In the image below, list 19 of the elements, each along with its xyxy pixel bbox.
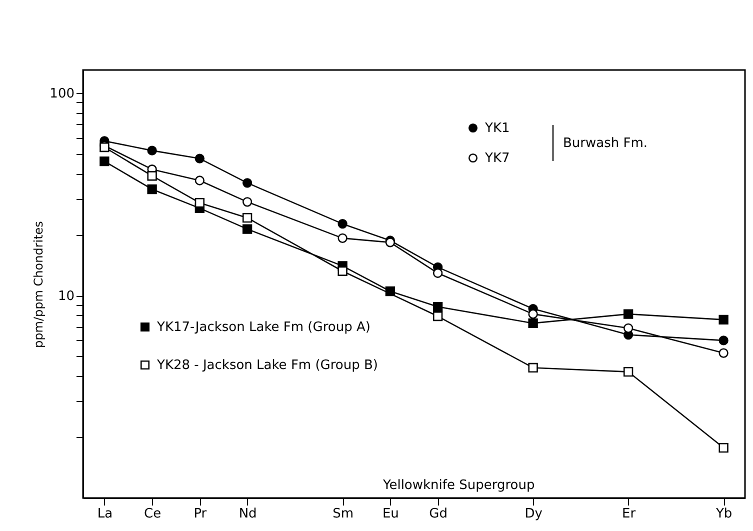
x-tick-label: Gd — [429, 506, 448, 522]
y-tick-label: 10 — [58, 289, 74, 304]
annotation: Burwash Fm. — [563, 136, 648, 151]
legend-label: YK28 - Jackson Lake Fm (Group B) — [156, 358, 378, 373]
x-tick-label: Er — [622, 506, 636, 522]
annotation: Yellowknife Supergroup — [382, 478, 535, 493]
x-tick-label: La — [97, 506, 113, 522]
x-tick-label: Nd — [238, 506, 257, 522]
x-tick-label: Eu — [382, 506, 399, 522]
legend-label: YK1 — [484, 121, 510, 136]
x-tick-label: Dy — [524, 506, 543, 522]
x-tick-label: Pr — [194, 506, 208, 522]
x-tick-label: Yb — [714, 506, 732, 522]
legend-label: YK7 — [484, 151, 510, 166]
x-tick-label: Sm — [332, 506, 354, 522]
y-tick-label: 100 — [50, 86, 74, 102]
x-tick-label: Ce — [144, 506, 162, 522]
legend-label: YK17-Jackson Lake Fm (Group A) — [156, 320, 370, 335]
y-axis-title: ppm/ppm Chondrites — [32, 221, 46, 348]
